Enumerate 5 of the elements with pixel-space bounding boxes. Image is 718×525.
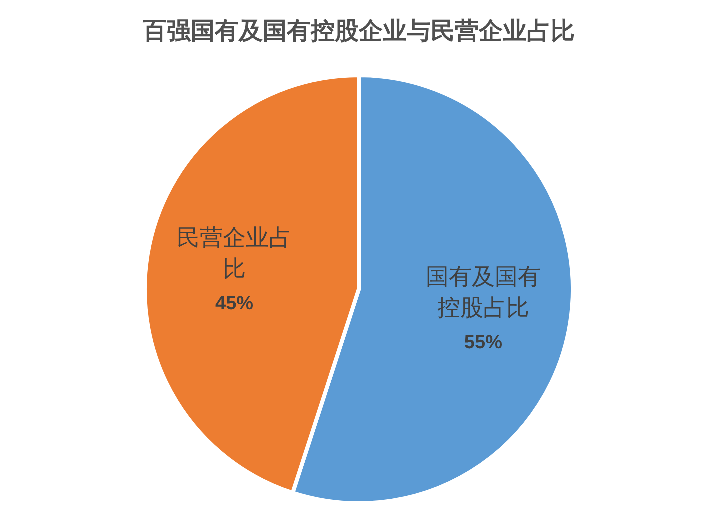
slice-label: 国有及国有控股占比 xyxy=(426,264,541,321)
data-label: 55% xyxy=(464,332,503,354)
slice-label: 民营企业占比 xyxy=(177,224,292,282)
data-label: 45% xyxy=(216,293,254,314)
chart-title: 百强国有及国有控股企业与民营企业占比 xyxy=(142,18,575,45)
